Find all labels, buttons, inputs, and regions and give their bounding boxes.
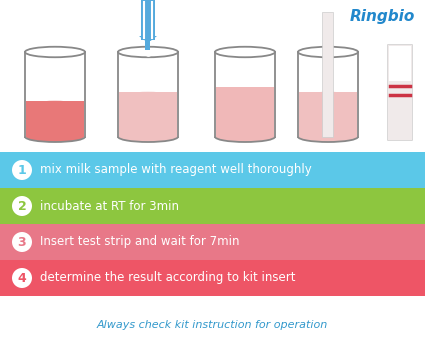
Ellipse shape — [26, 131, 84, 142]
Ellipse shape — [119, 131, 177, 142]
Bar — [25, 52, 85, 137]
Polygon shape — [139, 36, 157, 41]
Ellipse shape — [26, 101, 84, 111]
Ellipse shape — [299, 92, 357, 102]
Bar — [0, 224, 425, 260]
Text: incubate at RT for 3min: incubate at RT for 3min — [40, 200, 179, 213]
Bar — [299, 92, 357, 137]
FancyBboxPatch shape — [388, 44, 413, 141]
Bar — [216, 87, 274, 137]
Bar — [145, 40, 150, 50]
Circle shape — [12, 196, 32, 216]
Text: determine the result according to kit insert: determine the result according to kit in… — [40, 272, 295, 284]
Ellipse shape — [118, 47, 178, 57]
Point — [144, 50, 151, 56]
Text: 1: 1 — [17, 163, 26, 177]
Ellipse shape — [216, 131, 274, 142]
Circle shape — [12, 268, 32, 288]
Bar — [323, 12, 334, 137]
Bar — [298, 52, 358, 137]
Ellipse shape — [215, 47, 275, 57]
Text: 2: 2 — [17, 200, 26, 213]
Text: Ringbio: Ringbio — [350, 9, 415, 24]
Circle shape — [12, 232, 32, 252]
Text: 4: 4 — [17, 272, 26, 284]
Bar — [119, 92, 177, 137]
Ellipse shape — [25, 47, 85, 57]
Text: Insert test strip and wait for 7min: Insert test strip and wait for 7min — [40, 236, 240, 248]
Bar — [389, 46, 411, 81]
Bar — [0, 0, 425, 152]
Ellipse shape — [119, 92, 177, 102]
Bar — [0, 152, 425, 188]
Bar — [26, 101, 84, 137]
Bar — [215, 52, 275, 137]
Ellipse shape — [298, 47, 358, 57]
Text: 3: 3 — [18, 236, 26, 248]
Circle shape — [12, 160, 32, 180]
Bar — [0, 188, 425, 224]
Text: Always check kit instruction for operation: Always check kit instruction for operati… — [96, 319, 328, 330]
Ellipse shape — [299, 131, 357, 142]
Bar — [0, 260, 425, 296]
Ellipse shape — [216, 87, 274, 98]
Bar — [141, 0, 155, 40]
Text: mix milk sample with reagent well thoroughly: mix milk sample with reagent well thorou… — [40, 163, 312, 177]
Bar — [118, 52, 178, 137]
